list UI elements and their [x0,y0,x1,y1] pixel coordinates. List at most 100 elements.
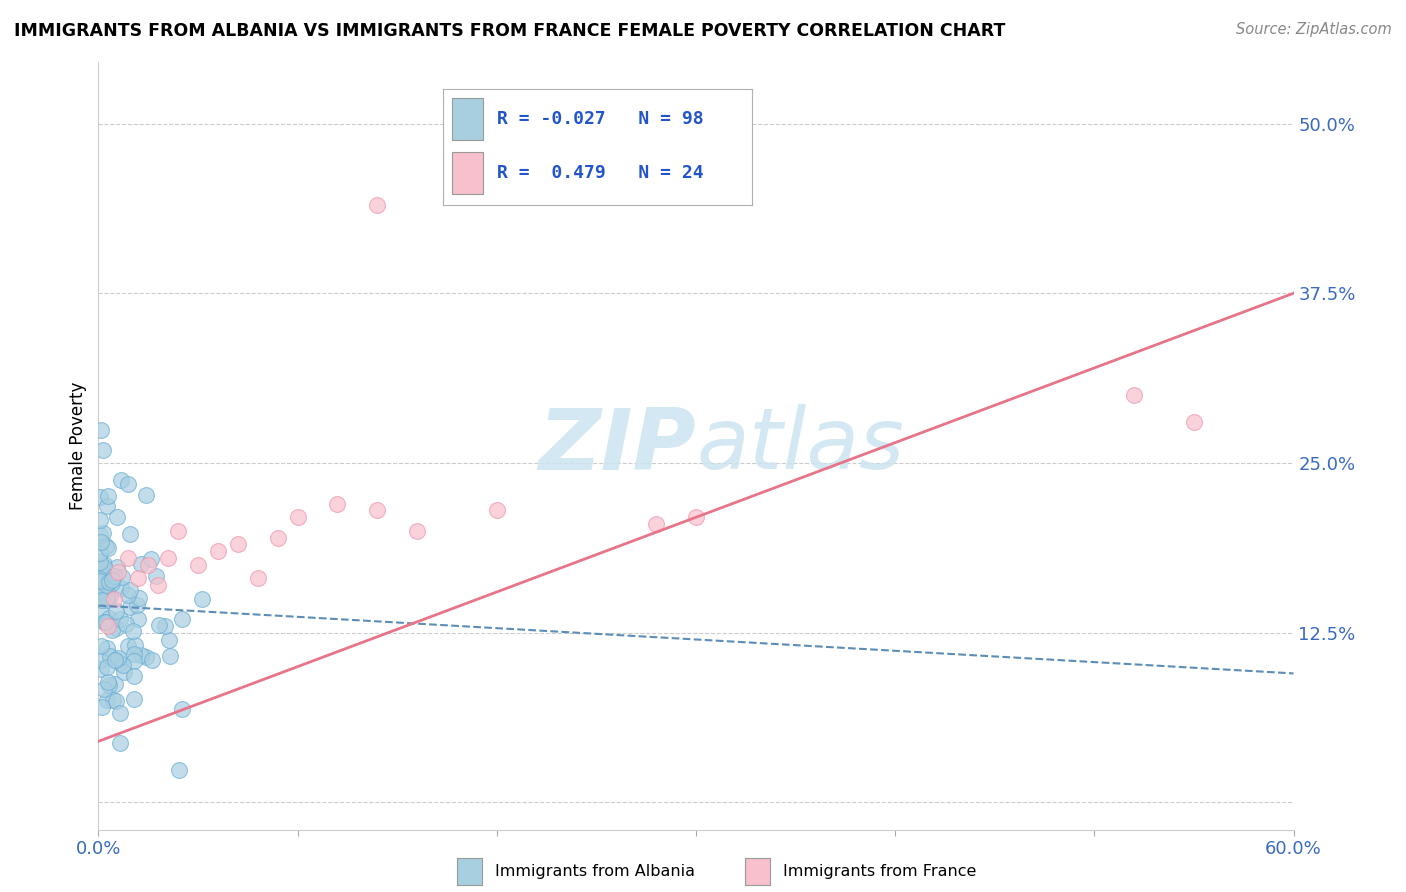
Point [685,510,707,524]
Point [105,621,128,635]
Point [89,563,111,577]
Point [124,638,146,652]
Point [91,580,114,594]
Text: atlas: atlas [696,404,904,488]
Point [326,497,349,511]
Point [103,591,125,606]
Point [100,573,122,587]
Point [90,639,112,653]
Point [121,624,143,639]
Point [170,702,193,716]
Point [90,423,112,437]
Point [141,652,163,666]
Point [110,581,132,595]
Point [93,558,115,572]
Point [157,551,180,566]
Point [246,571,269,585]
Point [91,606,114,620]
Bar [453,98,484,140]
Point [89,555,111,569]
Point [135,650,157,665]
Point [98,648,121,663]
Point [98,611,121,625]
Point [91,700,114,714]
Point [122,647,145,661]
Text: Immigrants from France: Immigrants from France [783,864,977,879]
Text: Immigrants from Albania: Immigrants from Albania [495,864,695,879]
Y-axis label: Female Poverty: Female Poverty [69,382,87,510]
Point [406,524,429,538]
Point [103,569,125,583]
Point [101,693,124,707]
Point [90,662,112,676]
Point [111,569,134,583]
Point [96,660,118,674]
Text: R =  0.479   N = 24: R = 0.479 N = 24 [498,164,703,182]
Text: ZIP: ZIP [538,404,696,488]
Point [167,763,190,777]
Point [129,557,152,571]
Point [89,490,111,504]
Point [91,574,114,588]
Point [93,615,115,630]
Point [91,525,114,540]
Point [89,512,111,526]
Point [108,706,131,721]
Point [128,591,150,605]
Point [1182,415,1205,429]
Point [97,619,120,633]
Point [148,578,170,592]
Point [155,619,177,633]
Point [98,678,121,692]
Point [91,585,114,599]
Point [91,442,114,457]
Point [207,544,229,558]
Point [159,632,181,647]
Point [104,694,127,708]
Point [105,559,128,574]
Point [107,565,129,579]
Point [104,653,127,667]
Point [110,736,132,750]
Point [117,551,139,566]
Text: Source: ZipAtlas.com: Source: ZipAtlas.com [1236,22,1392,37]
Point [96,693,118,707]
Point [122,668,145,682]
Point [97,489,120,503]
Point [96,593,118,607]
Point [117,588,139,602]
Point [94,615,117,629]
Point [93,681,115,696]
Point [89,528,111,542]
Point [90,593,112,607]
Point [101,576,124,591]
Point [97,675,120,690]
Point [187,558,209,572]
Point [96,499,118,513]
Point [118,527,141,541]
Point [167,524,190,538]
Point [107,651,129,665]
Point [127,571,149,585]
Point [366,198,388,212]
Point [122,655,145,669]
Point [96,641,118,656]
Point [98,574,121,589]
Point [108,612,131,626]
Point [127,598,149,612]
Point [104,653,127,667]
Text: R = -0.027   N = 98: R = -0.027 N = 98 [498,110,703,128]
Point [89,573,111,587]
Point [112,665,135,679]
Point [89,652,111,666]
Point [366,503,388,517]
Point [110,473,132,487]
Point [191,592,214,607]
Point [90,534,112,549]
Point [135,488,157,502]
Point [91,566,114,581]
Point [159,648,181,663]
Point [136,558,159,572]
Point [226,537,249,551]
Point [96,578,118,592]
